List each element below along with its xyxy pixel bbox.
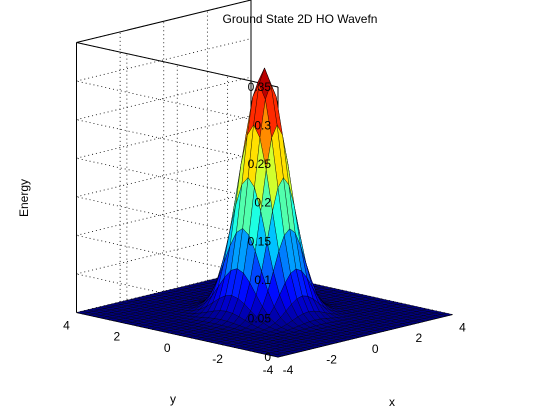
x-tick-label: 4 — [459, 321, 466, 335]
z-tick-label: 0.2 — [254, 196, 271, 210]
z-tick-label: 0.05 — [248, 311, 272, 325]
z-tick-label: 0.3 — [254, 119, 271, 133]
z-tick-label: 0.15 — [248, 234, 272, 248]
z-tick-label: 0 — [264, 350, 271, 364]
surface-face — [271, 354, 284, 358]
axis-edge — [76, 42, 279, 88]
x-tick-label: 2 — [416, 331, 423, 345]
chart-title: Ground State 2D HO Wavefn — [223, 12, 378, 26]
z-tick-label: 0.35 — [248, 80, 272, 94]
y-tick-label: 0 — [164, 341, 171, 355]
y-axis-label: y — [170, 392, 176, 406]
x-axis-label: x — [389, 395, 395, 409]
axis-edge — [76, 0, 252, 43]
grid-line — [76, 115, 252, 159]
x-tick-label: -2 — [326, 352, 337, 366]
z-tick-label: 0.1 — [254, 273, 271, 287]
x-tick-label: 0 — [372, 342, 379, 356]
z-tick-label: 0.25 — [248, 157, 272, 171]
tick-labels: 0 0.05 0.1 0.15 0.2 0.25 0.3 0.35 -4 -2 0 2 4 -4 -2 0 2 4 — [63, 80, 466, 377]
y-tick-label: 4 — [63, 319, 70, 333]
y-tick-label: 2 — [114, 330, 121, 344]
z-axis-label: Energy — [17, 179, 31, 217]
y-tick-label: -4 — [263, 363, 274, 377]
surface-mesh — [76, 67, 453, 358]
x-tick-label: -4 — [283, 363, 294, 377]
y-tick-label: -2 — [212, 352, 223, 366]
axes-box — [76, 0, 453, 358]
